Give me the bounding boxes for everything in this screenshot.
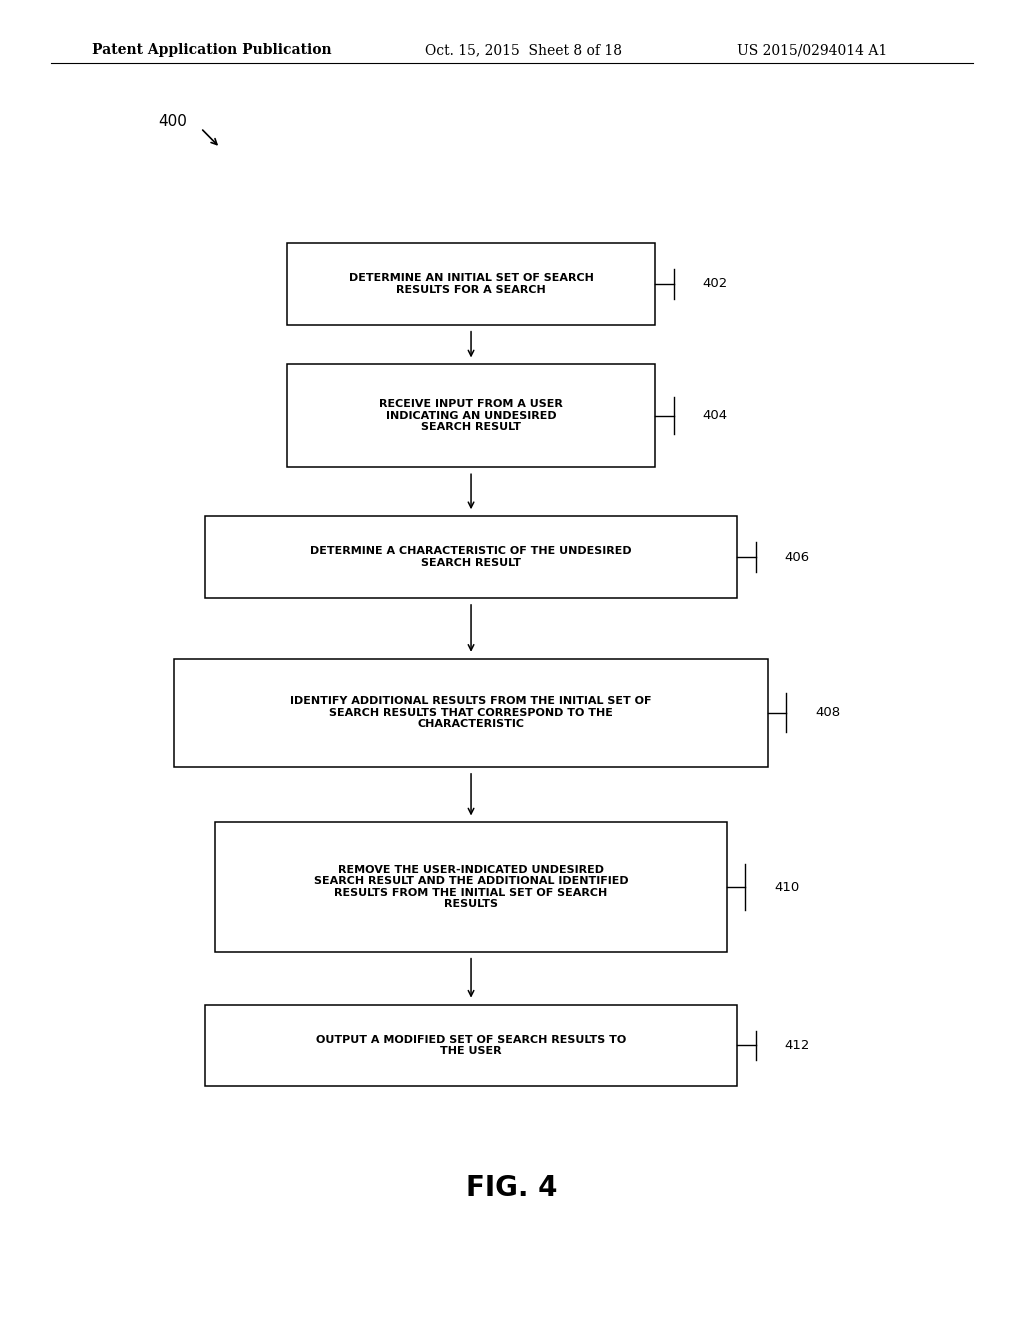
Bar bbox=[287, 243, 655, 325]
Bar bbox=[174, 659, 768, 767]
Text: FIG. 4: FIG. 4 bbox=[466, 1173, 558, 1203]
Text: 410: 410 bbox=[774, 880, 800, 894]
Text: DETERMINE AN INITIAL SET OF SEARCH
RESULTS FOR A SEARCH: DETERMINE AN INITIAL SET OF SEARCH RESUL… bbox=[348, 273, 594, 294]
Text: RECEIVE INPUT FROM A USER
INDICATING AN UNDESIRED
SEARCH RESULT: RECEIVE INPUT FROM A USER INDICATING AN … bbox=[379, 399, 563, 433]
Text: 404: 404 bbox=[702, 409, 728, 422]
Bar bbox=[287, 364, 655, 467]
Bar bbox=[215, 822, 727, 952]
Text: IDENTIFY ADDITIONAL RESULTS FROM THE INITIAL SET OF
SEARCH RESULTS THAT CORRESPO: IDENTIFY ADDITIONAL RESULTS FROM THE INI… bbox=[290, 696, 652, 730]
Text: REMOVE THE USER-INDICATED UNDESIRED
SEARCH RESULT AND THE ADDITIONAL IDENTIFIED
: REMOVE THE USER-INDICATED UNDESIRED SEAR… bbox=[313, 865, 629, 909]
Text: 412: 412 bbox=[784, 1039, 810, 1052]
Text: Oct. 15, 2015  Sheet 8 of 18: Oct. 15, 2015 Sheet 8 of 18 bbox=[425, 44, 622, 57]
Text: DETERMINE A CHARACTERISTIC OF THE UNDESIRED
SEARCH RESULT: DETERMINE A CHARACTERISTIC OF THE UNDESI… bbox=[310, 546, 632, 568]
Text: 406: 406 bbox=[784, 550, 810, 564]
Text: 402: 402 bbox=[702, 277, 728, 290]
Text: 408: 408 bbox=[815, 706, 841, 719]
Text: Patent Application Publication: Patent Application Publication bbox=[92, 44, 332, 57]
Text: 400: 400 bbox=[159, 114, 187, 129]
Bar bbox=[205, 516, 737, 598]
Text: US 2015/0294014 A1: US 2015/0294014 A1 bbox=[737, 44, 888, 57]
Text: OUTPUT A MODIFIED SET OF SEARCH RESULTS TO
THE USER: OUTPUT A MODIFIED SET OF SEARCH RESULTS … bbox=[316, 1035, 626, 1056]
Bar bbox=[205, 1005, 737, 1086]
